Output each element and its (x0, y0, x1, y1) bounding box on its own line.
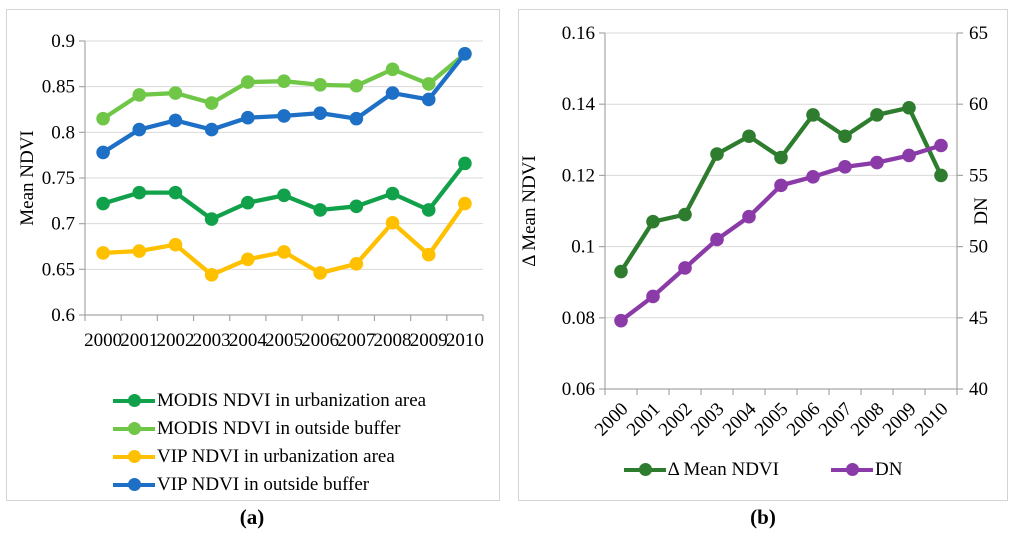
caption-b: (b) (750, 505, 776, 529)
svg-text:2009: 2009 (879, 399, 921, 441)
svg-text:2010: 2010 (446, 330, 484, 351)
legend-marker-line (113, 394, 155, 408)
chart-a-legend: MODIS NDVI in urbanization area MODIS ND… (113, 387, 426, 499)
svg-text:2010: 2010 (911, 399, 953, 441)
svg-text:2000: 2000 (591, 399, 633, 441)
svg-text:2004: 2004 (719, 398, 761, 440)
legend-label: VIP NDVI in urbanization area (157, 446, 395, 467)
legend-item: MODIS NDVI in outside buffer (113, 415, 426, 443)
svg-text:Mean NDVI: Mean NDVI (17, 130, 38, 226)
svg-text:45: 45 (969, 308, 988, 329)
legend-marker-line (623, 463, 666, 477)
figure-captions: (a) (b) (0, 505, 1024, 537)
svg-text:2004: 2004 (229, 330, 268, 351)
svg-text:2001: 2001 (623, 399, 665, 441)
svg-text:2008: 2008 (374, 330, 412, 351)
svg-text:2001: 2001 (120, 330, 158, 351)
svg-text:50: 50 (969, 237, 988, 258)
legend-label: MODIS NDVI in urbanization area (157, 390, 427, 411)
svg-text:2003: 2003 (687, 399, 729, 441)
legend-label: Δ Mean NDVI (667, 459, 779, 480)
svg-text:2002: 2002 (655, 399, 697, 441)
chart-panel-b: 0.16 0.14 0.12 0.1 0.08 0.06 65 60 55 50 45 40 2000 2… (518, 9, 1008, 501)
legend-item: DN (830, 459, 903, 480)
svg-text:0.6: 0.6 (51, 305, 75, 326)
svg-text:2002: 2002 (156, 330, 194, 351)
legend-label: MODIS NDVI in outside buffer (157, 418, 401, 439)
svg-text:0.14: 0.14 (562, 94, 596, 115)
svg-text:Δ Mean NDVI: Δ Mean NDVI (519, 155, 540, 266)
svg-text:60: 60 (969, 94, 988, 115)
mean-ndvi-chart: 0.9 0.85 0.8 0.75 0.7 0.65 0.6 2000200120022003… (17, 31, 484, 351)
legend-marker-line (113, 478, 155, 492)
svg-text:0.06: 0.06 (562, 379, 595, 400)
svg-text:2006: 2006 (301, 330, 339, 351)
delta-ndvi-dn-chart: 0.160.140.120.10.080.0665605550454020002… (519, 23, 992, 441)
svg-text:40: 40 (969, 379, 988, 400)
legend-item: MODIS NDVI in urbanization area (113, 387, 426, 415)
svg-text:2000: 2000 (84, 330, 122, 351)
svg-text:2005: 2005 (751, 399, 793, 441)
legend-item: VIP NDVI in urbanization area (113, 443, 426, 471)
svg-text:0.16: 0.16 (562, 23, 595, 44)
legend-marker-line (113, 450, 155, 464)
svg-text:DN: DN (971, 197, 992, 225)
svg-text:0.85: 0.85 (42, 77, 75, 98)
legend-item: Δ Mean NDVI (623, 459, 779, 480)
caption-a: (a) (239, 505, 265, 529)
svg-text:2005: 2005 (265, 330, 303, 351)
legend-item: VIP NDVI in outside buffer (113, 471, 426, 499)
svg-text:2008: 2008 (847, 399, 889, 441)
svg-text:0.75: 0.75 (42, 168, 75, 189)
svg-text:2007: 2007 (337, 330, 375, 351)
svg-text:55: 55 (969, 165, 988, 186)
chart-panel-a: 0.9 0.85 0.8 0.75 0.7 0.65 0.6 2000 2001 2002 2003… (6, 9, 500, 501)
svg-text:0.7: 0.7 (51, 214, 75, 235)
legend-label: DN (874, 459, 903, 480)
svg-text:2003: 2003 (193, 330, 231, 351)
svg-text:2006: 2006 (783, 399, 825, 441)
legend-marker-line (113, 422, 155, 436)
legend-marker-line (830, 463, 873, 477)
svg-text:0.8: 0.8 (51, 122, 75, 143)
svg-text:2007: 2007 (815, 399, 857, 441)
svg-text:0.08: 0.08 (562, 308, 595, 329)
svg-text:0.9: 0.9 (51, 31, 75, 52)
svg-text:0.1: 0.1 (571, 237, 595, 258)
svg-text:65: 65 (969, 23, 988, 44)
legend-label: VIP NDVI in outside buffer (157, 474, 370, 495)
chart-b-legend: Δ Mean NDVI DN (519, 459, 1007, 480)
svg-text:0.65: 0.65 (42, 259, 75, 280)
svg-text:0.12: 0.12 (562, 165, 595, 186)
svg-text:2009: 2009 (410, 330, 448, 351)
